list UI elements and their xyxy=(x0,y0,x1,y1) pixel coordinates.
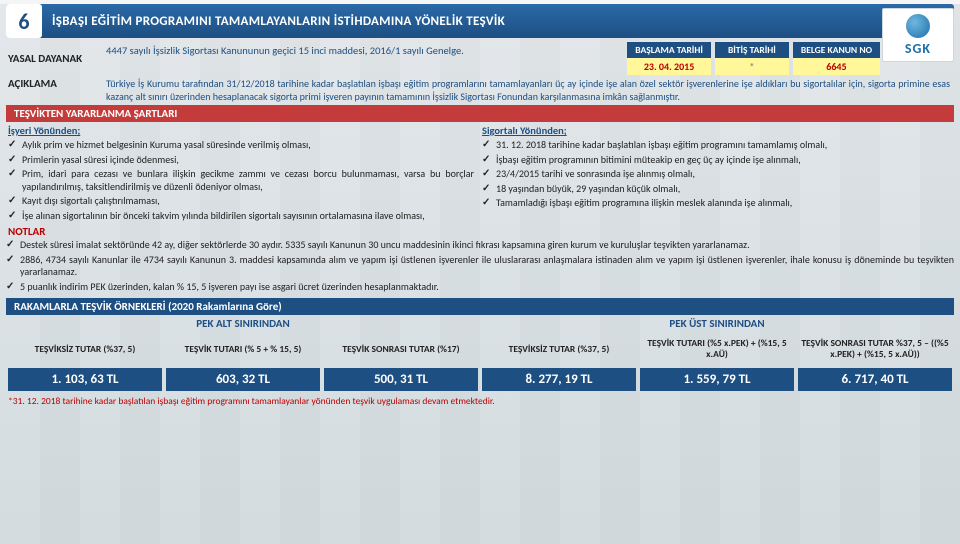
logo-icon xyxy=(906,14,930,38)
header-bar: 6 İŞBAŞI EĞİTİM PROGRAMINI TAMAMLAYANLAR… xyxy=(6,4,954,38)
calc-value: 1. 103, 63 TL xyxy=(8,368,162,391)
list-item: İşe alınan sigortalının bir önceki takvi… xyxy=(22,209,474,224)
calc-header: TEŞVİK SONRASI TUTAR (%17) xyxy=(324,334,478,364)
calc-header: TEŞVİK TUTARI (% 5 + % 15, 5) xyxy=(166,334,320,364)
sartlar-header: TEŞVİKTEN YARARLANMA ŞARTLARI xyxy=(6,105,954,122)
list-item: Tamamladığı işbaşı eğitim programına ili… xyxy=(496,196,948,211)
yasal-row: YASAL DAYANAK 4447 sayılı İşsizlik Sigor… xyxy=(6,42,880,75)
notlar-section: NOTLAR Destek süresi imalat sektöründe 4… xyxy=(0,224,960,294)
date-col-value: * xyxy=(715,58,789,75)
calc-value: 6. 717, 40 TL xyxy=(798,368,952,391)
sigortali-list: 31. 12. 2018 tarihine kadar başlatılan i… xyxy=(482,138,948,211)
sigortali-header: Sigortalı Yönünden; xyxy=(482,123,948,138)
list-item: 18 yaşından büyük, 29 yaşından küçük olm… xyxy=(496,182,948,197)
calc-value: 8. 277, 19 TL xyxy=(482,368,636,391)
list-item: Kayıt dışı sigortalı çalıştırılmaması, xyxy=(22,194,474,209)
pek-left: PEK ALT SINIRINDAN xyxy=(6,315,480,332)
date-col-value: 6645 xyxy=(793,58,880,75)
dates-table: BAŞLAMA TARİHİ 23. 04. 2015 BİTİŞ TARİHİ… xyxy=(627,42,880,75)
isyeri-header: İşyeri Yönünden; xyxy=(8,123,474,138)
slide-number: 6 xyxy=(6,4,42,38)
date-col-header: BAŞLAMA TARİHİ xyxy=(627,42,711,58)
sartlar-columns: İşyeri Yönünden; Aylık prim ve hizmet be… xyxy=(6,122,954,224)
page-title: İŞBAŞI EĞİTİM PROGRAMINI TAMAMLAYANLARIN… xyxy=(52,14,505,29)
calc-values-row: 1. 103, 63 TL603, 32 TL500, 31 TL8. 277,… xyxy=(6,366,954,393)
calc-value: 500, 31 TL xyxy=(324,368,478,391)
footnote: *31. 12. 2018 tarihine kadar başlatılan … xyxy=(0,393,960,409)
pek-right: PEK ÜST SINIRINDAN xyxy=(480,315,954,332)
calc-header: TEŞVİK SONRASI TUTAR %37, 5 – ((%5 x.PEK… xyxy=(798,334,952,364)
isyeri-list: Aylık prim ve hizmet belgesinin Kuruma y… xyxy=(8,138,474,223)
calc-value: 603, 32 TL xyxy=(166,368,320,391)
rakam-header: RAKAMLARLA TEŞVİK ÖRNEKLERİ (2020 Rakaml… xyxy=(6,298,954,315)
list-item: Destek süresi imalat sektöründe 42 ay, d… xyxy=(20,238,954,253)
list-item: 5 puanlık indirim PEK üzerinden, kalan %… xyxy=(20,280,954,295)
date-col-header: BİTİŞ TARİHİ xyxy=(715,42,789,58)
calc-header: TEŞVİKSİZ TUTAR (%37, 5) xyxy=(482,334,636,364)
list-item: İşbaşı eğitim programının bitimini mütea… xyxy=(496,153,948,168)
list-item: Aylık prim ve hizmet belgesinin Kuruma y… xyxy=(22,138,474,153)
aciklama-text: Türkiye İş Kurumu tarafından 31/12/2018 … xyxy=(106,77,954,103)
list-item: 23/4/2015 tarihi ve sonrasında işe alınm… xyxy=(496,167,948,182)
calc-headers-row: TEŞVİKSİZ TUTAR (%37, 5)TEŞVİK TUTARI (%… xyxy=(6,332,954,366)
list-item: Prim, idari para cezası ve bunlara ilişk… xyxy=(22,167,474,194)
calc-header: TEŞVİKSİZ TUTAR (%37, 5) xyxy=(8,334,162,364)
notlar-header: NOTLAR xyxy=(0,224,960,238)
yasal-label: YASAL DAYANAK xyxy=(6,42,106,75)
calc-value: 1. 559, 79 TL xyxy=(640,368,794,391)
logo-text: SGK xyxy=(905,40,931,57)
list-item: 31. 12. 2018 tarihine kadar başlatılan i… xyxy=(496,138,948,153)
list-item: 2886, 4734 sayılı Kanunlar ile 4734 sayı… xyxy=(20,253,954,280)
aciklama-label: AÇIKLAMA xyxy=(6,77,106,90)
pek-row: PEK ALT SINIRINDAN PEK ÜST SINIRINDAN xyxy=(6,315,954,332)
notlar-list: Destek süresi imalat sektöründe 42 ay, d… xyxy=(6,238,954,294)
date-col-value: 23. 04. 2015 xyxy=(627,58,711,75)
aciklama-row: AÇIKLAMA Türkiye İş Kurumu tarafından 31… xyxy=(6,77,954,103)
yasal-text: 4447 sayılı İşsizlik Sigortası Kanununun… xyxy=(106,42,627,75)
list-item: Primlerin yasal süresi içinde ödenmesi, xyxy=(22,153,474,168)
sgk-logo: SGK xyxy=(882,8,954,62)
date-col-header: BELGE KANUN NO xyxy=(793,42,880,58)
calc-header: TEŞVİK TUTARI (%5 x.PEK) + (%15, 5 x.AÜ) xyxy=(640,334,794,364)
